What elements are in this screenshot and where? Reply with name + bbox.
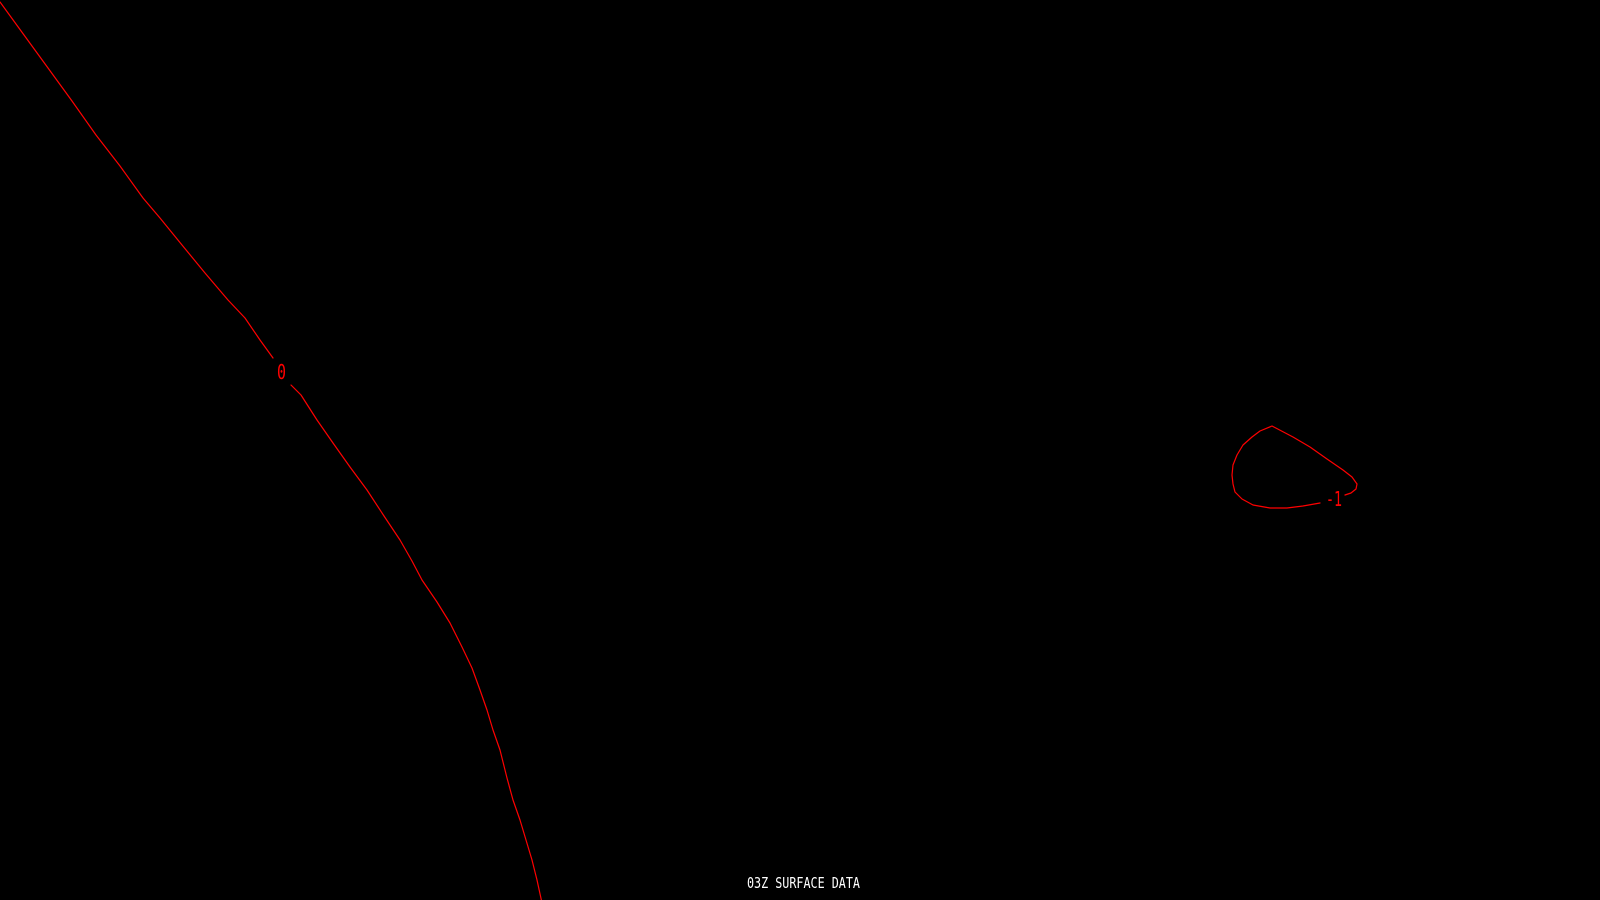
contour-line-0-seg1 bbox=[290, 384, 542, 900]
contour-line--1-seg0 bbox=[1231, 425, 1358, 509]
contour-label--1: -1 bbox=[1326, 487, 1342, 511]
contour-label-0: 0 bbox=[277, 360, 286, 384]
contour-line-0-seg0 bbox=[0, 1, 274, 359]
chart-title: 03Z SURFACE DATA bbox=[747, 874, 860, 892]
